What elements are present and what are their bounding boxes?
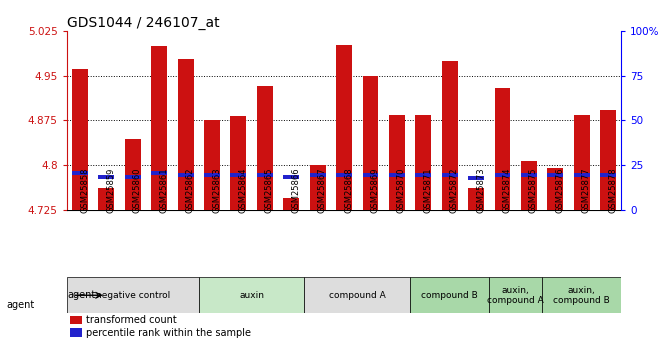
Bar <box>468 188 484 209</box>
Bar <box>98 188 114 209</box>
Text: GSM25874: GSM25874 <box>502 167 512 213</box>
Bar <box>363 76 378 209</box>
Bar <box>98 175 114 179</box>
Text: auxin,
compound B: auxin, compound B <box>553 286 610 305</box>
Bar <box>442 173 458 177</box>
Bar <box>442 61 458 209</box>
Bar <box>305 277 410 313</box>
Bar <box>283 198 299 209</box>
Text: GSM25875: GSM25875 <box>529 167 538 213</box>
Text: compound A: compound A <box>329 291 385 300</box>
Bar <box>574 173 590 177</box>
Text: GSM25858: GSM25858 <box>80 167 89 213</box>
Bar <box>336 45 352 209</box>
Bar <box>69 328 81 337</box>
Bar <box>178 173 194 177</box>
Bar <box>230 173 246 177</box>
Text: GSM25860: GSM25860 <box>133 167 142 213</box>
Bar <box>204 173 220 177</box>
Bar <box>257 86 273 209</box>
Bar <box>494 88 510 209</box>
Bar <box>547 173 563 177</box>
Bar <box>283 175 299 179</box>
Text: agent: agent <box>7 300 35 310</box>
Text: GSM25862: GSM25862 <box>186 167 194 213</box>
Text: GSM25863: GSM25863 <box>212 167 221 213</box>
Bar <box>125 139 141 209</box>
Text: compound B: compound B <box>422 291 478 300</box>
Bar <box>199 277 305 313</box>
Bar <box>125 175 141 179</box>
Bar <box>415 115 431 209</box>
Text: auxin,
compound A: auxin, compound A <box>487 286 544 305</box>
Bar <box>151 46 167 209</box>
Bar <box>310 173 325 177</box>
Text: GSM25867: GSM25867 <box>317 167 327 213</box>
Bar <box>542 277 621 313</box>
Bar <box>72 170 88 175</box>
Bar <box>69 316 81 324</box>
Text: GSM25864: GSM25864 <box>238 167 247 213</box>
Bar <box>547 168 563 209</box>
Bar <box>389 173 405 177</box>
Bar <box>600 110 616 209</box>
Bar <box>67 277 199 313</box>
Bar <box>204 120 220 209</box>
Bar <box>230 116 246 209</box>
Text: percentile rank within the sample: percentile rank within the sample <box>86 328 251 338</box>
Text: GSM25869: GSM25869 <box>371 167 379 213</box>
Bar <box>363 173 378 177</box>
Text: GSM25859: GSM25859 <box>106 168 116 213</box>
Bar <box>72 69 88 209</box>
Bar <box>389 115 405 209</box>
Text: auxin: auxin <box>239 291 264 300</box>
Bar <box>521 173 537 177</box>
Text: GSM25866: GSM25866 <box>291 167 300 213</box>
Text: GSM25865: GSM25865 <box>265 167 274 213</box>
Bar <box>574 115 590 209</box>
Bar <box>410 277 489 313</box>
Text: GSM25873: GSM25873 <box>476 167 485 213</box>
Bar <box>415 173 431 177</box>
Bar <box>600 173 616 177</box>
Bar <box>178 59 194 209</box>
Text: agent: agent <box>67 290 96 300</box>
Text: negative control: negative control <box>96 291 170 300</box>
Bar <box>151 170 167 175</box>
Bar <box>468 176 484 180</box>
Bar <box>336 173 352 177</box>
Text: GSM25868: GSM25868 <box>344 167 353 213</box>
Text: GSM25872: GSM25872 <box>450 167 459 213</box>
Bar <box>489 277 542 313</box>
Bar <box>494 173 510 177</box>
Bar <box>310 165 325 209</box>
Bar <box>257 173 273 177</box>
Text: transformed count: transformed count <box>86 315 177 325</box>
Text: GSM25876: GSM25876 <box>555 167 564 213</box>
Text: GSM25878: GSM25878 <box>608 167 617 213</box>
Text: GSM25871: GSM25871 <box>424 167 432 213</box>
Text: GSM25870: GSM25870 <box>397 167 406 213</box>
Text: GSM25861: GSM25861 <box>159 167 168 213</box>
Text: GSM25877: GSM25877 <box>582 167 591 213</box>
Text: GDS1044 / 246107_at: GDS1044 / 246107_at <box>67 16 219 30</box>
Bar <box>521 161 537 209</box>
